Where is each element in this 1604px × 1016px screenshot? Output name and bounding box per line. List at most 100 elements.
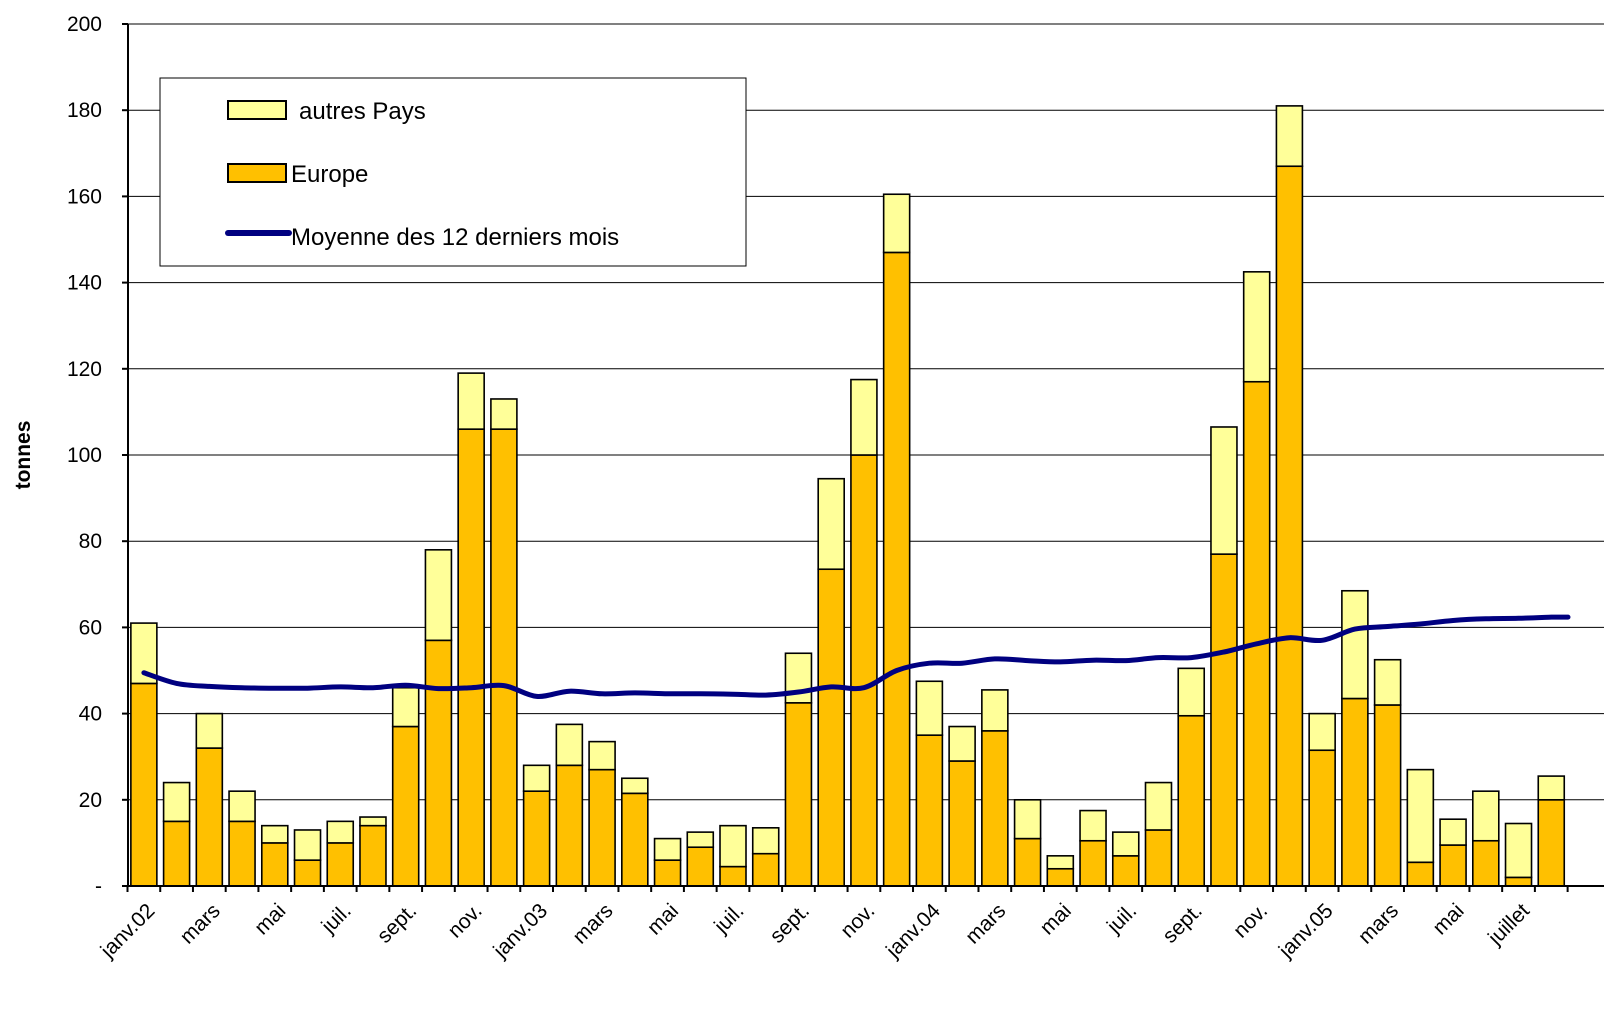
bar-autres-pays xyxy=(751,827,780,855)
bar-autres-pays xyxy=(1275,105,1304,168)
bar-europe xyxy=(686,846,715,887)
bar-europe xyxy=(1341,697,1369,887)
x-axis-tick-labels: janv.02 mars mai juil. sept. nov. janv.03 mars m… xyxy=(96,899,1535,963)
bar-autres-pays xyxy=(555,723,584,767)
bar-autres-pays xyxy=(686,831,715,849)
y-axis-title: tonnes xyxy=(12,421,35,490)
bar-autres-pays xyxy=(522,764,551,792)
y-tick-label: 20 xyxy=(79,789,102,812)
x-tick-label: nov. xyxy=(836,899,879,942)
bar-autres-pays xyxy=(391,686,420,728)
bar-europe xyxy=(260,842,289,887)
legend: autres Pays Europe Moyenne des 12 dernie… xyxy=(159,77,747,267)
x-tick-label: juil. xyxy=(709,899,748,938)
bar-europe xyxy=(359,824,387,887)
bar-europe xyxy=(130,682,158,887)
bar-autres-pays xyxy=(1439,818,1467,846)
bar-europe xyxy=(653,859,682,887)
line-moyenne-12-mois xyxy=(141,614,1571,699)
bar-europe xyxy=(228,820,256,887)
y-tick-label: - xyxy=(95,875,102,898)
bar-europe xyxy=(1144,829,1173,887)
bar-europe xyxy=(1308,749,1336,887)
x-tick-label: janv.05 xyxy=(1274,899,1338,963)
bar-autres-pays xyxy=(719,824,747,868)
x-tick-label: janv.04 xyxy=(881,899,945,963)
bar-europe xyxy=(1439,844,1467,887)
bar-europe xyxy=(1242,380,1271,887)
bar-autres-pays xyxy=(1046,855,1075,870)
bar-europe xyxy=(719,865,747,887)
x-tick-label: mai xyxy=(643,899,683,939)
bar-europe xyxy=(1210,553,1238,887)
bar-autres-pays xyxy=(490,398,518,430)
bar-europe xyxy=(391,725,420,887)
bar-europe xyxy=(424,639,453,887)
bar-europe xyxy=(1275,165,1304,887)
bar-europe xyxy=(555,764,584,887)
x-tick-label: juil. xyxy=(317,899,356,938)
y-tick-label: 80 xyxy=(79,530,102,553)
y-tick-label: 60 xyxy=(79,616,102,639)
bar-autres-pays xyxy=(326,820,355,844)
bar-europe xyxy=(981,730,1009,887)
bar-europe xyxy=(293,859,322,887)
bar-autres-pays xyxy=(424,549,453,642)
bar-europe xyxy=(915,734,944,887)
bar-autres-pays xyxy=(260,824,289,844)
bar-autres-pays xyxy=(1242,271,1271,383)
y-tick-label: 100 xyxy=(67,444,102,467)
bar-europe xyxy=(621,792,649,887)
bar-europe xyxy=(784,702,813,887)
x-tick-label: sept. xyxy=(1158,899,1206,947)
bar-europe xyxy=(490,428,518,887)
bar-europe xyxy=(817,568,845,887)
bar-autres-pays xyxy=(1471,790,1500,842)
moving-average-line-group xyxy=(141,614,1571,699)
bar-europe xyxy=(948,760,976,887)
bar-autres-pays xyxy=(850,378,878,456)
y-tick-label: 140 xyxy=(67,272,102,295)
bar-autres-pays xyxy=(915,680,944,736)
legend-swatch-europe xyxy=(227,163,287,183)
x-tick-label: janv.03 xyxy=(488,899,552,963)
bar-europe xyxy=(1406,861,1435,887)
bar-autres-pays xyxy=(293,829,322,861)
x-tick-label: juil. xyxy=(1102,899,1141,938)
bar-autres-pays xyxy=(1210,426,1238,555)
bar-europe xyxy=(1373,704,1402,887)
x-tick-label: mai xyxy=(250,899,290,939)
y-tick-label: 120 xyxy=(67,358,102,381)
bar-europe xyxy=(1537,798,1566,887)
bar-europe xyxy=(751,852,780,887)
bar-autres-pays xyxy=(1406,768,1435,864)
x-tick-label: sept. xyxy=(373,899,421,947)
axes xyxy=(122,23,1604,892)
x-tick-label: mars xyxy=(568,899,617,948)
x-tick-label: mars xyxy=(1354,899,1403,948)
bar-autres-pays xyxy=(948,725,976,762)
bar-europe xyxy=(1013,837,1042,887)
bar-autres-pays xyxy=(1079,809,1107,842)
bar-autres-pays xyxy=(1177,667,1206,717)
y-tick-label: 200 xyxy=(67,13,102,36)
y-tick-label: 180 xyxy=(67,99,102,122)
x-tick-label: sept. xyxy=(766,899,814,947)
bar-autres-pays xyxy=(1308,712,1336,752)
bar-autres-pays xyxy=(1013,798,1042,840)
bar-europe xyxy=(588,768,616,887)
bar-europe xyxy=(1079,839,1107,887)
bar-autres-pays xyxy=(1373,658,1402,706)
bar-europe xyxy=(1111,855,1140,887)
bar-autres-pays xyxy=(1504,822,1533,879)
legend-label-autres-pays: autres Pays xyxy=(299,98,426,125)
bar-autres-pays xyxy=(621,777,649,795)
bar-autres-pays xyxy=(1537,775,1566,801)
legend-label-europe: Europe xyxy=(291,161,368,188)
x-tick-label: mai xyxy=(1428,899,1468,939)
bar-europe xyxy=(326,842,355,887)
y-tick-label: 160 xyxy=(67,185,102,208)
bar-europe xyxy=(195,747,224,887)
legend-swatch-autres-pays xyxy=(227,100,287,120)
